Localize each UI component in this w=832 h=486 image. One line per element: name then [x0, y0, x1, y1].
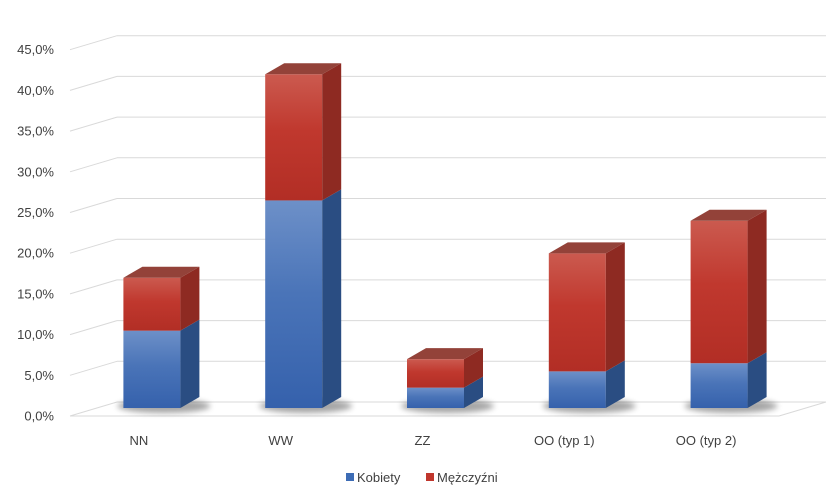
- bar-front: [265, 200, 323, 408]
- gridline-diagonal: [69, 116, 118, 132]
- legend-item-kobiety: Kobiety: [346, 470, 401, 485]
- gridline-diagonal: [69, 198, 118, 213]
- bar-segment-mężczyźni: [690, 209, 767, 364]
- legend-swatch: [426, 473, 434, 481]
- bar-front: [690, 363, 748, 408]
- y-tick-label: 5,0%: [24, 368, 54, 383]
- x-category-label: WW: [268, 433, 293, 448]
- legend-item-mężczyźni: Mężczyźni: [426, 470, 498, 485]
- gridline-diagonal: [69, 401, 118, 417]
- bar-segment-mężczyźni: [407, 348, 483, 388]
- gridline-diagonal: [69, 238, 118, 254]
- gridline-diagonal: [69, 157, 118, 173]
- bar-side: [747, 352, 767, 408]
- bar-segment-kobiety: [265, 189, 342, 408]
- bar-side: [322, 63, 342, 201]
- bar-side: [605, 242, 625, 372]
- x-category-label: NN: [130, 433, 149, 448]
- floor-right-edge: [778, 401, 827, 417]
- bar-side: [464, 348, 483, 388]
- gridline-diagonal: [69, 360, 118, 376]
- bars: [123, 63, 767, 408]
- y-tick-label: 20,0%: [17, 246, 54, 261]
- y-tick-label: 30,0%: [17, 164, 54, 179]
- bar-side: [322, 189, 342, 408]
- bar-side: [180, 319, 200, 408]
- bar-front: [548, 253, 606, 372]
- bar-segment-kobiety: [407, 376, 483, 408]
- y-axis-tick-labels: 0,0% 5,0% 10,0% 15,0% 20,0% 25,0% 30,0% 35,0% 40…: [17, 42, 54, 423]
- bar-front: [265, 74, 323, 201]
- x-category-label: OO (typ 1): [534, 433, 595, 448]
- bar-segment-mężczyźni: [548, 242, 625, 372]
- gridline-diagonal: [69, 75, 118, 91]
- bar-top: [123, 266, 200, 278]
- bar-segment-mężczyźni: [123, 266, 200, 331]
- y-tick-label: 0,0%: [24, 409, 54, 424]
- x-axis-category-labels: NN WW ZZ OO (typ 1) OO (typ 2): [130, 433, 737, 448]
- y-tick-label: 45,0%: [17, 42, 54, 57]
- bar-segment-kobiety: [548, 360, 625, 408]
- bar-segment-kobiety: [123, 319, 200, 408]
- bar-segment-kobiety: [690, 352, 767, 408]
- bar-front: [548, 371, 606, 408]
- bar-segment-mężczyźni: [265, 63, 342, 201]
- bar-top: [548, 242, 625, 254]
- legend-swatch: [346, 473, 354, 481]
- x-category-label: OO (typ 2): [676, 433, 737, 448]
- legend: Kobiety Mężczyźni: [346, 470, 498, 485]
- y-tick-label: 25,0%: [17, 205, 54, 220]
- bar-front: [407, 359, 464, 388]
- bar-side: [747, 209, 767, 364]
- y-tick-label: 10,0%: [17, 327, 54, 342]
- x-category-label: ZZ: [415, 433, 431, 448]
- bar-side: [464, 376, 483, 408]
- bar-top: [407, 348, 483, 360]
- bar-top: [690, 209, 767, 221]
- bar-front: [123, 277, 181, 331]
- bar-front: [407, 387, 464, 408]
- bar-side: [605, 360, 625, 408]
- y-tick-label: 40,0%: [17, 83, 54, 98]
- y-tick-label: 15,0%: [17, 286, 54, 301]
- gridline-diagonal: [69, 320, 118, 336]
- gridline-diagonal: [69, 279, 118, 295]
- y-tick-label: 35,0%: [17, 124, 54, 139]
- bar-side: [180, 266, 200, 331]
- bar-top: [265, 63, 342, 75]
- gridline-diagonal: [69, 35, 118, 51]
- bar-front: [690, 220, 748, 364]
- legend-label: Mężczyźni: [437, 470, 498, 485]
- bar-front: [123, 330, 181, 408]
- legend-label: Kobiety: [357, 470, 401, 485]
